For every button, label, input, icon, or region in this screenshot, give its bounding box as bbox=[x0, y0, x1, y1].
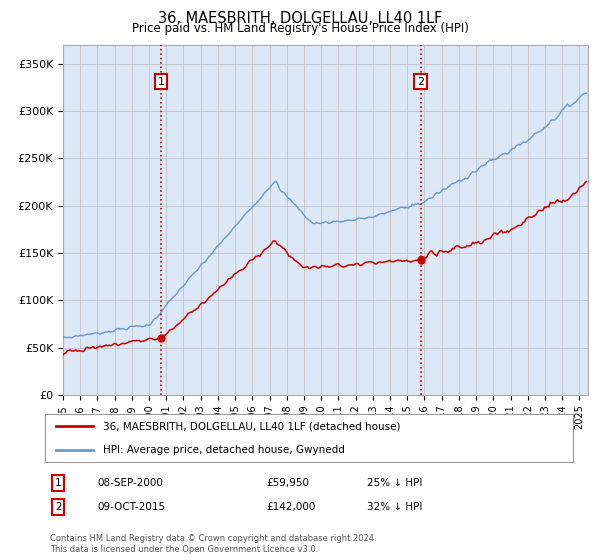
Text: 32% ↓ HPI: 32% ↓ HPI bbox=[367, 502, 422, 512]
Text: 08-SEP-2000: 08-SEP-2000 bbox=[98, 478, 164, 488]
Text: £142,000: £142,000 bbox=[267, 502, 316, 512]
Text: 09-OCT-2015: 09-OCT-2015 bbox=[98, 502, 166, 512]
Text: 1: 1 bbox=[157, 77, 164, 87]
Text: 1: 1 bbox=[55, 478, 62, 488]
Text: £59,950: £59,950 bbox=[267, 478, 310, 488]
Text: HPI: Average price, detached house, Gwynedd: HPI: Average price, detached house, Gwyn… bbox=[103, 445, 345, 455]
Text: 25% ↓ HPI: 25% ↓ HPI bbox=[367, 478, 422, 488]
Text: 36, MAESBRITH, DOLGELLAU, LL40 1LF: 36, MAESBRITH, DOLGELLAU, LL40 1LF bbox=[158, 11, 442, 26]
Text: Price paid vs. HM Land Registry's House Price Index (HPI): Price paid vs. HM Land Registry's House … bbox=[131, 22, 469, 35]
Text: Contains HM Land Registry data © Crown copyright and database right 2024.
This d: Contains HM Land Registry data © Crown c… bbox=[50, 534, 377, 553]
Text: 2: 2 bbox=[55, 502, 62, 512]
Text: 2: 2 bbox=[417, 77, 424, 87]
Bar bbox=[161, 45, 421, 395]
Text: 36, MAESBRITH, DOLGELLAU, LL40 1LF (detached house): 36, MAESBRITH, DOLGELLAU, LL40 1LF (deta… bbox=[103, 421, 401, 431]
